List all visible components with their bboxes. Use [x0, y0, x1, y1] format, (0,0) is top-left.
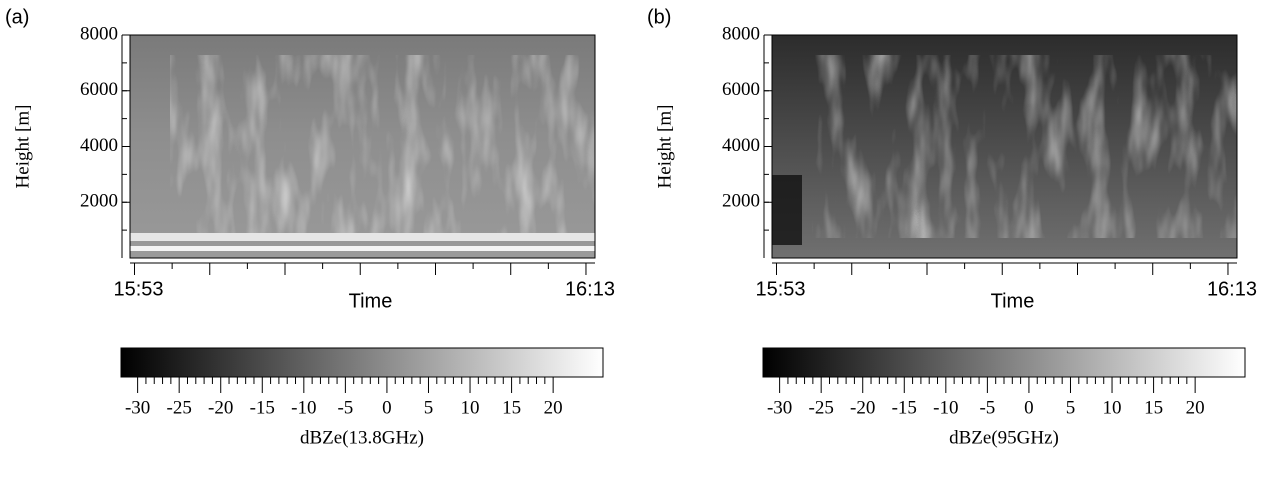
y-tick-label: 8000 [722, 23, 760, 44]
y-tick-label: 6000 [722, 79, 760, 100]
y-axis-label: Height [m] [12, 105, 33, 189]
colorbar-tick-label: 15 [502, 397, 521, 418]
y-tick-label: 6000 [80, 79, 118, 100]
colorbar [762, 347, 1246, 378]
colorbar-tick-label: -10 [933, 397, 958, 418]
colorbar-tick-label: 0 [382, 397, 392, 418]
colorbar-tick-label: 20 [1186, 397, 1205, 418]
colorbar-tick-label: 20 [544, 397, 563, 418]
colorbar-tick-label: -5 [979, 397, 995, 418]
x-axis-label: Time [991, 290, 1035, 312]
colorbar-tick-label: 10 [461, 397, 480, 418]
y-tick-label: 4000 [722, 135, 760, 156]
y-tick-label: 2000 [80, 191, 118, 212]
panel-label: (a) [5, 6, 29, 28]
colorbar-tick-label: -25 [167, 397, 192, 418]
colorbar-label: dBZe(13.8GHz) [300, 427, 424, 448]
x-tick-label: 16:13 [1207, 278, 1257, 300]
colorbar-tick-label: -15 [892, 397, 917, 418]
colorbar-tick-label: 0 [1024, 397, 1034, 418]
colorbar [120, 347, 604, 378]
colorbar-tick-label: 5 [1066, 397, 1076, 418]
x-axis-label: Time [349, 290, 393, 312]
colorbar-tick-label: 5 [424, 397, 434, 418]
y-tick-label: 4000 [80, 135, 118, 156]
y-tick-label: 2000 [722, 191, 760, 212]
colorbar-tick-label: -20 [208, 397, 233, 418]
ground-band [130, 246, 595, 251]
colorbar-label: dBZe(95GHz) [949, 427, 1059, 448]
colorbar-tick-label: 15 [1144, 397, 1163, 418]
ground-band [130, 233, 595, 241]
colorbar-tick-label: -30 [125, 397, 150, 418]
panel-label: (b) [647, 6, 671, 28]
colorbar-tick-label: -10 [291, 397, 316, 418]
y-axis-label: Height [m] [654, 105, 675, 189]
x-tick-label: 15:53 [113, 278, 163, 300]
radar-texture [170, 55, 595, 238]
radar-texture [812, 55, 1237, 238]
colorbar-tick-label: 10 [1103, 397, 1122, 418]
colorbar-tick-label: -25 [809, 397, 834, 418]
x-tick-label: 16:13 [565, 278, 615, 300]
colorbar-tick-label: -5 [337, 397, 353, 418]
y-tick-label: 8000 [80, 23, 118, 44]
colorbar-tick-label: -15 [250, 397, 275, 418]
colorbar-tick-label: -30 [767, 397, 792, 418]
ground-clutter [772, 175, 802, 245]
x-tick-label: 15:53 [755, 278, 805, 300]
colorbar-tick-label: -20 [850, 397, 875, 418]
